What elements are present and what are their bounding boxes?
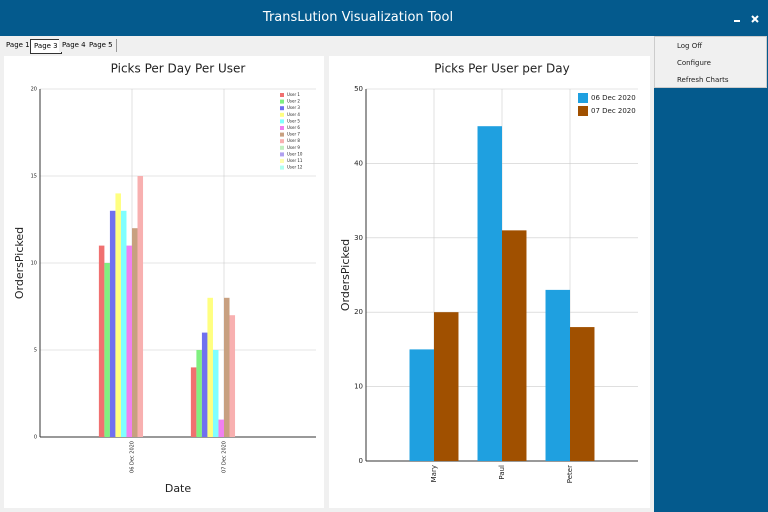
y-tick-label: 40 [354,159,363,167]
legend-swatch [280,99,284,104]
close-button[interactable] [751,15,759,23]
legend-label: User 4 [287,112,300,117]
bar [409,349,434,461]
y-tick-label: 20 [31,87,37,93]
legend-label: User 1 [287,92,300,97]
legend-label: User 11 [287,158,303,163]
bar [218,419,224,437]
bar [98,245,105,437]
bar [477,126,502,461]
minimize-button[interactable] [734,20,740,22]
legend-label: User 7 [287,132,300,137]
chart-panel: Picks Per User per Day 0 10 20 30 40 50 Mary Pau… [329,56,650,512]
tab[interactable]: Page 5 [86,39,117,52]
bar [126,245,132,437]
legend-swatch [280,93,284,97]
y-axis-title: OrdersPicked [339,239,352,311]
bar [196,350,202,437]
legend-label: User 5 [287,118,300,123]
bar [224,297,230,437]
chart: Picks Per Day Per User 0 5 10 15 20 06 Dec 202… [13,62,316,495]
menu: Log Off Configure Refresh Charts [654,36,767,88]
window-controls [734,15,759,23]
legend-label: User 2 [287,99,300,104]
legend-label: User 12 [287,165,303,170]
legend-swatch [280,126,284,130]
bar [115,193,121,437]
chart-panel: Picks Per Day Per User 0 5 10 15 20 06 Dec 202… [4,56,324,508]
bar [137,176,144,437]
y-tick-label: 20 [354,308,363,316]
bar [109,210,116,437]
x-tick-label: 07 Dec 2020 [222,441,228,473]
chart-title: Picks Per User per Day [434,62,569,76]
bar [120,210,127,437]
legend-label: 06 Dec 2020 [591,94,636,102]
legend-swatch [280,152,284,157]
tab[interactable]: Page 3 [30,39,62,54]
legend-label: User 3 [287,105,300,110]
legend-swatch [280,159,284,163]
header: TransLution Visualization Tool [0,0,768,36]
x-tick-label: Paul [498,465,506,480]
x-tick-label: 06 Dec 2020 [130,441,136,473]
y-tick-label: 10 [354,383,363,391]
bar [502,230,527,461]
y-tick-label: 0 [34,435,37,441]
legend-swatch [578,106,588,116]
bar [201,332,208,437]
bar [229,315,236,437]
legend-swatch [280,119,284,124]
bar [570,327,595,461]
chart-title: Picks Per Day Per User [111,62,246,76]
legend-swatch [280,132,284,137]
chart: Picks Per User per Day 0 10 20 30 40 50 Mary Pau… [339,62,638,512]
bar [207,297,213,437]
x-axis-title: User [489,506,515,508]
bar [545,289,570,461]
bar [212,350,219,437]
legend-label: User 10 [287,151,303,156]
legend-label: User 8 [287,138,300,143]
bar [104,263,110,437]
y-tick-label: 15 [31,174,37,180]
x-tick-label: Peter [566,465,574,483]
y-axis-title: OrdersPicked [13,227,26,299]
side-panel [654,36,768,512]
menu-item[interactable]: Log Off [677,42,703,50]
y-tick-label: 30 [354,234,363,242]
legend-label: User 6 [287,125,300,130]
y-tick-label: 50 [354,85,363,93]
menu-item[interactable]: Refresh Charts [677,76,729,84]
legend-label: User 9 [287,145,300,150]
x-axis-title: Date [165,482,192,495]
y-tick-label: 0 [359,457,363,465]
legend-swatch [280,165,284,170]
legend-swatch [280,139,284,144]
legend-swatch [280,112,284,117]
bar [190,367,197,437]
x-tick-label: Mary [430,465,438,482]
y-tick-label: 5 [34,348,37,354]
bar [132,228,138,437]
bar [434,312,459,461]
y-tick-label: 10 [31,261,37,267]
legend-swatch [280,145,284,150]
legend-swatch [280,106,284,111]
menu-item[interactable]: Configure [677,59,711,67]
app-title: TransLution Visualization Tool [262,10,454,25]
legend-swatch [578,93,588,103]
legend-label: 07 Dec 2020 [591,107,636,115]
